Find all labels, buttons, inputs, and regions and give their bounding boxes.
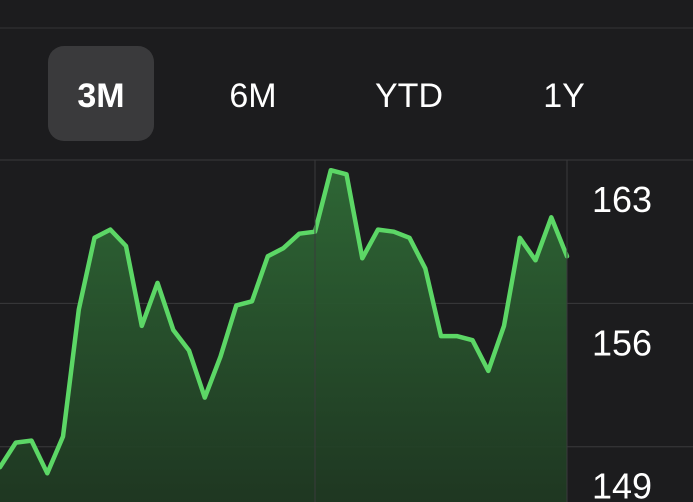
range-tab[interactable]: YTD (375, 77, 443, 115)
price-line (0, 167, 570, 476)
area (0, 170, 567, 502)
selected-tab-bg (48, 46, 154, 141)
range-tabs: 3M 6M YTD 1Y (48, 46, 585, 141)
plot: 163 156 149 (0, 159, 693, 502)
range-tab[interactable]: 1Y (543, 77, 585, 115)
y-tick-label: 163 (592, 179, 652, 220)
y-tick-label: 149 (592, 466, 652, 502)
range-tab[interactable]: 3M (77, 77, 124, 115)
range-tab[interactable]: 6M (229, 77, 276, 115)
y-tick-label: 156 (592, 322, 652, 363)
